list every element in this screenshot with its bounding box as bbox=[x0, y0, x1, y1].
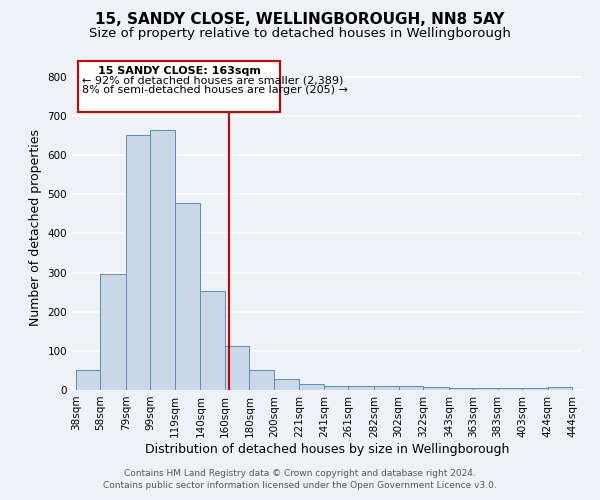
Text: Contains HM Land Registry data © Crown copyright and database right 2024.: Contains HM Land Registry data © Crown c… bbox=[124, 468, 476, 477]
Bar bbox=[126, 136, 150, 390]
Bar bbox=[150, 130, 175, 390]
Bar bbox=[374, 386, 398, 390]
Bar bbox=[548, 388, 572, 390]
Text: ← 92% of detached houses are smaller (2,389): ← 92% of detached houses are smaller (2,… bbox=[82, 76, 343, 86]
Bar bbox=[398, 386, 423, 390]
Text: 8% of semi-detached houses are larger (205) →: 8% of semi-detached houses are larger (2… bbox=[82, 86, 347, 96]
Bar bbox=[324, 386, 349, 390]
Bar bbox=[349, 386, 374, 390]
FancyBboxPatch shape bbox=[78, 61, 280, 112]
Text: Size of property relative to detached houses in Wellingborough: Size of property relative to detached ho… bbox=[89, 28, 511, 40]
Text: 15 SANDY CLOSE: 163sqm: 15 SANDY CLOSE: 163sqm bbox=[98, 66, 260, 76]
Text: Contains public sector information licensed under the Open Government Licence v3: Contains public sector information licen… bbox=[103, 481, 497, 490]
Bar bbox=[225, 346, 250, 390]
Bar bbox=[175, 203, 200, 390]
Text: 15, SANDY CLOSE, WELLINGBOROUGH, NN8 5AY: 15, SANDY CLOSE, WELLINGBOROUGH, NN8 5AY bbox=[95, 12, 505, 28]
Bar bbox=[423, 388, 449, 390]
Bar bbox=[473, 388, 497, 390]
Bar bbox=[497, 388, 522, 390]
X-axis label: Distribution of detached houses by size in Wellingborough: Distribution of detached houses by size … bbox=[145, 442, 509, 456]
Bar bbox=[200, 291, 225, 390]
Bar bbox=[449, 388, 473, 390]
Y-axis label: Number of detached properties: Number of detached properties bbox=[29, 129, 42, 326]
Bar bbox=[250, 370, 274, 390]
Bar bbox=[274, 378, 299, 390]
Bar bbox=[76, 370, 100, 390]
Bar bbox=[100, 274, 126, 390]
Bar bbox=[299, 384, 324, 390]
Bar bbox=[522, 388, 548, 390]
